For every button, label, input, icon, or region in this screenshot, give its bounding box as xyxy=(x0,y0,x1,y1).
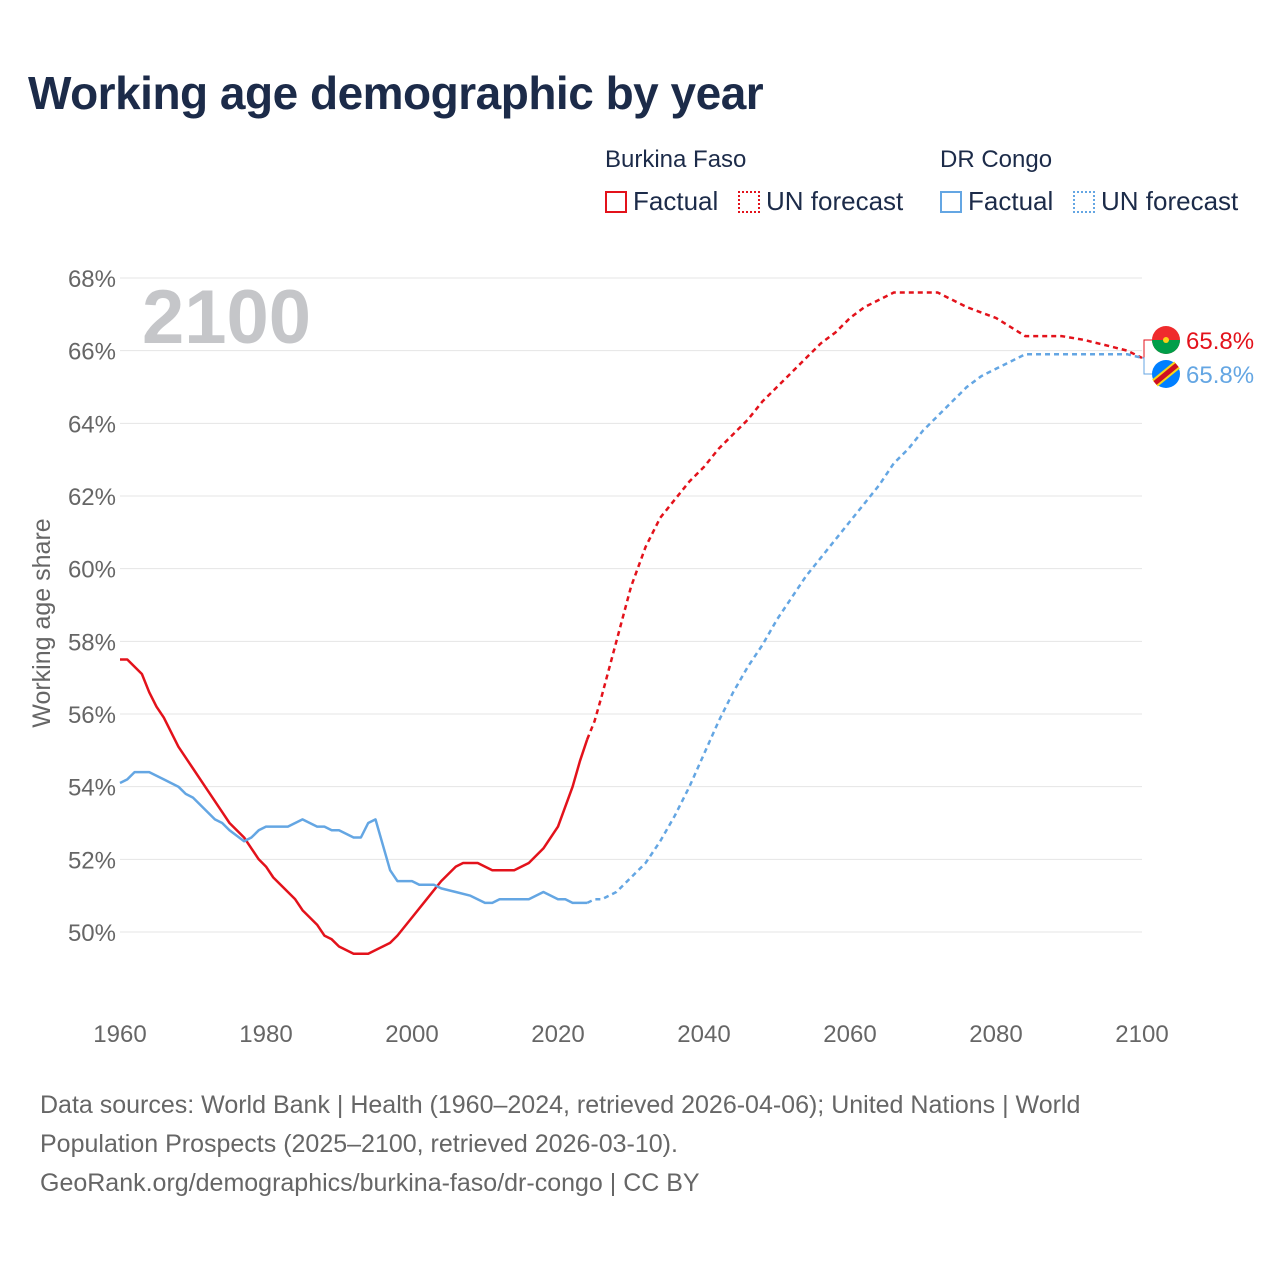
end-label-connector xyxy=(1142,339,1152,359)
flag-dr-congo-icon xyxy=(1152,360,1180,388)
line-chart: 50% 52% 54% 56% 58% 60% 62% 64% 66% 68% 1960 1980 2… xyxy=(28,266,1254,1048)
end-label-connector xyxy=(1142,357,1152,375)
legend-item-burkina-faso-factual[interactable]: Factual xyxy=(605,186,718,217)
y-tick-label: 66% xyxy=(68,339,116,366)
legend-swatch-solid-icon xyxy=(940,190,962,213)
x-tick-label: 2020 xyxy=(531,1021,584,1048)
footer-line: Population Prospects (2025–2100, retriev… xyxy=(40,1130,678,1158)
footer-line[interactable]: GeoRank.org/demographics/burkina-faso/dr… xyxy=(40,1169,700,1197)
end-value-label-dr-congo: 65.8% xyxy=(1186,362,1254,389)
chart-title: Working age demographic by year xyxy=(28,67,764,119)
legend-swatch-solid-icon xyxy=(605,190,627,213)
x-tick-label: 1960 xyxy=(93,1021,146,1048)
y-tick-label: 64% xyxy=(68,411,116,438)
y-tick-label: 58% xyxy=(68,629,116,656)
x-tick-label: 2040 xyxy=(677,1021,730,1048)
y-tick-label: 62% xyxy=(68,484,116,511)
legend-group-dr-congo: DR Congo xyxy=(940,146,1053,173)
legend-label: Factual xyxy=(968,186,1054,216)
y-axis-label: Working age share xyxy=(28,518,56,727)
legend-label: UN forecast xyxy=(766,186,904,216)
legend-group-burkina-faso: Burkina Faso xyxy=(605,146,747,173)
x-tick-label: 2000 xyxy=(385,1021,438,1048)
x-tick-label: 2080 xyxy=(969,1021,1022,1048)
y-tick-label: 68% xyxy=(68,266,116,293)
y-tick-label: 60% xyxy=(68,557,116,584)
footer-line: Data sources: World Bank | Health (1960–… xyxy=(40,1091,1081,1119)
footer-sources: Data sources: World Bank | Health (1960–… xyxy=(40,1086,1250,1203)
legend-item-dr-congo-factual[interactable]: Factual xyxy=(940,186,1053,217)
x-tick-label: 2100 xyxy=(1115,1021,1168,1048)
legend-swatch-dotted-icon xyxy=(1073,190,1095,213)
series-line-dr-congo-factual xyxy=(119,770,588,905)
y-tick-label: 54% xyxy=(68,775,116,802)
series-line-burkina-faso-factual xyxy=(120,658,589,956)
x-tick-label: 1980 xyxy=(239,1021,292,1048)
series-line-burkina-faso-forecast xyxy=(586,291,1143,740)
end-value-label-burkina-faso: 65.8% xyxy=(1186,328,1254,355)
y-tick-label: 52% xyxy=(68,847,116,874)
legend-swatch-dotted-icon xyxy=(738,190,760,213)
year-watermark: 2100 xyxy=(142,275,311,360)
legend-label: UN forecast xyxy=(1101,186,1239,216)
legend-item-burkina-faso-forecast[interactable]: UN forecast xyxy=(738,186,903,217)
legend-item-dr-congo-forecast[interactable]: UN forecast xyxy=(1073,186,1238,217)
legend-label: Factual xyxy=(633,186,719,216)
y-tick-label: 50% xyxy=(68,920,116,947)
x-tick-label: 2060 xyxy=(823,1021,876,1048)
series-line-dr-congo-forecast xyxy=(586,353,1143,905)
flag-burkina-faso-icon xyxy=(1152,326,1180,354)
y-tick-label: 56% xyxy=(68,702,116,729)
